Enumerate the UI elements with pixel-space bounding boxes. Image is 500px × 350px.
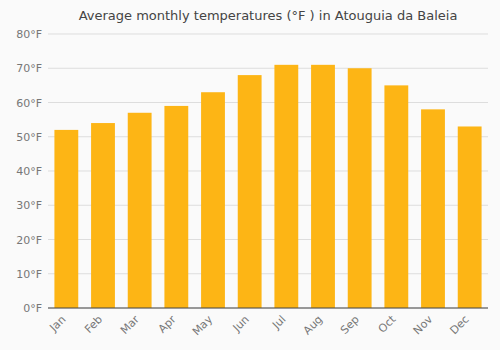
bar bbox=[458, 126, 482, 308]
x-axis-line bbox=[48, 308, 488, 309]
y-tick-label: 80°F bbox=[16, 28, 42, 41]
chart: Average monthly temperatures (°F ) in At… bbox=[0, 0, 500, 350]
background bbox=[0, 0, 500, 350]
bar bbox=[164, 106, 188, 308]
bar bbox=[238, 75, 262, 308]
grid-line bbox=[48, 34, 488, 35]
grid bbox=[48, 34, 488, 308]
grid-line bbox=[48, 308, 488, 309]
y-tick-label: 40°F bbox=[16, 165, 42, 178]
y-tick-label: 70°F bbox=[16, 62, 42, 75]
x-tick-label: Sep bbox=[338, 313, 362, 337]
x-tick-label: Aug bbox=[301, 313, 325, 337]
bar bbox=[201, 92, 225, 308]
grid-line bbox=[48, 102, 488, 103]
bar bbox=[128, 113, 152, 308]
y-tick-label: 30°F bbox=[16, 199, 42, 212]
bars bbox=[54, 65, 481, 308]
x-tick-label: Oct bbox=[376, 312, 399, 335]
bar bbox=[54, 130, 78, 308]
grid-line bbox=[48, 68, 488, 69]
x-tick-label: Feb bbox=[82, 313, 105, 336]
bar bbox=[311, 65, 335, 308]
x-tick-label: Dec bbox=[448, 313, 472, 337]
x-tick-label: Apr bbox=[156, 313, 179, 336]
x-tick-label: Nov bbox=[411, 313, 436, 338]
chart-container: Average monthly temperatures (°F ) in At… bbox=[0, 0, 500, 350]
x-tick-label: Jul bbox=[269, 313, 288, 332]
title: Average monthly temperatures (°F ) in At… bbox=[79, 8, 458, 23]
x-tick-label: Jun bbox=[230, 313, 252, 335]
y-tick-label: 0°F bbox=[23, 302, 42, 315]
bar bbox=[348, 68, 372, 308]
y-tick-label: 50°F bbox=[16, 131, 42, 144]
x-axis: Jan Feb Mar Apr May Jun Jul Aug Sep Oct Nov Dec bbox=[47, 312, 472, 338]
x-tick-label: Jan bbox=[47, 313, 69, 335]
y-tick-label: 10°F bbox=[16, 268, 42, 281]
bar bbox=[91, 123, 115, 308]
x-tick-label: Mar bbox=[118, 313, 142, 337]
bar bbox=[384, 85, 408, 308]
y-axis: 0°F 10°F 20°F 30°F 40°F 50°F 60°F 70°F 80°F bbox=[16, 28, 42, 315]
page: {"chart_data": {"type": "bar", "title": … bbox=[0, 0, 500, 350]
y-tick-label: 20°F bbox=[16, 234, 42, 247]
y-tick-label: 60°F bbox=[16, 97, 42, 110]
bar bbox=[421, 109, 445, 308]
x-tick-label: May bbox=[190, 313, 216, 339]
bar bbox=[274, 65, 298, 308]
